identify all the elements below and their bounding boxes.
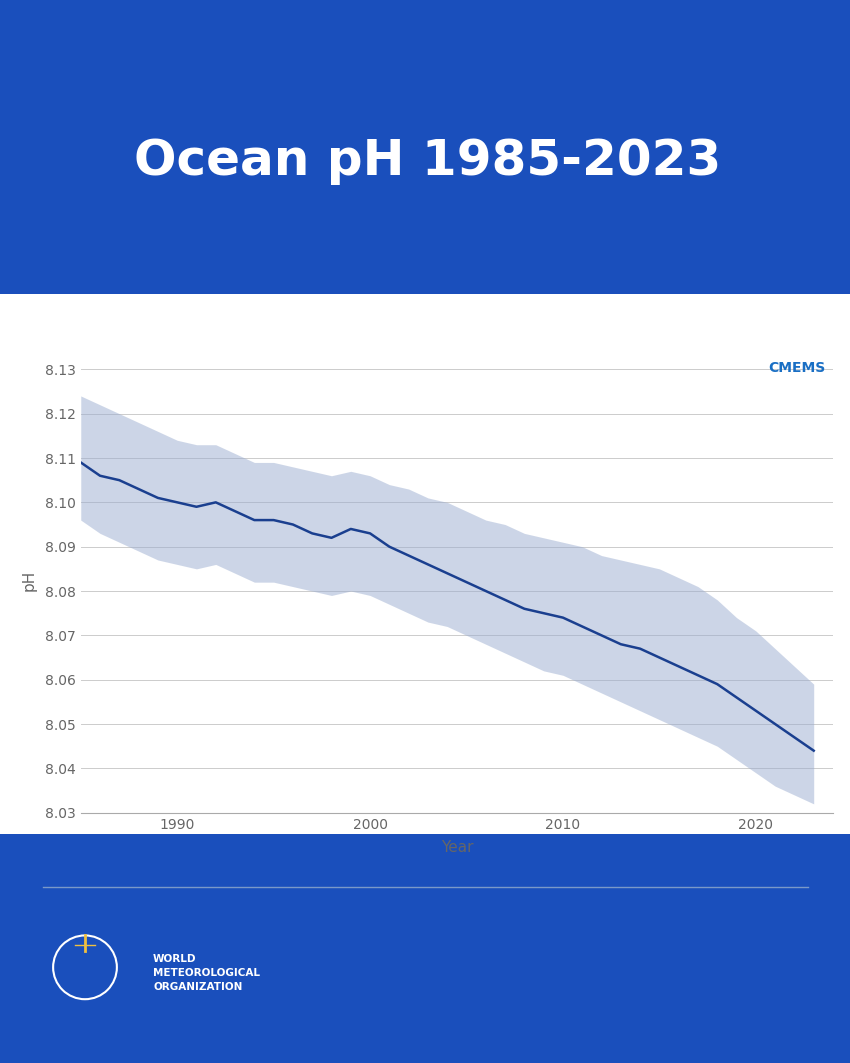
Y-axis label: pH: pH — [21, 570, 37, 591]
X-axis label: Year: Year — [440, 840, 473, 855]
Text: WORLD
METEOROLOGICAL
ORGANIZATION: WORLD METEOROLOGICAL ORGANIZATION — [153, 954, 260, 992]
Text: CMEMS: CMEMS — [768, 361, 825, 375]
Text: Ocean pH 1985-2023: Ocean pH 1985-2023 — [133, 137, 721, 185]
